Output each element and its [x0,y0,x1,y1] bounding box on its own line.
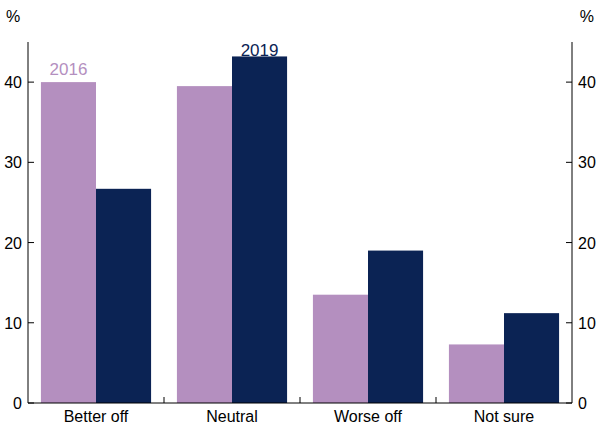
category-separator [164,397,165,403]
tick-mark [28,82,34,83]
bar [504,313,559,403]
category-label: Not sure [474,408,535,425]
tick-label: 30 [578,154,596,171]
bar [313,295,368,403]
category-label: Worse off [334,408,402,425]
category-label: Neutral [206,408,258,425]
tick-label: 10 [4,315,22,332]
tick-label: 30 [4,154,22,171]
tick-mark [566,403,572,404]
category-label: Better off [64,408,129,425]
tick-mark [566,82,572,83]
bar [177,86,232,403]
bar [449,344,504,403]
tick-mark [28,242,34,243]
series-label: 2016 [50,60,88,79]
chart: 2016 2019 0 0 10 10 20 20 30 30 40 40 Better off Neut… [0,0,600,426]
tick-mark [28,162,34,163]
tick-label: 0 [13,395,22,412]
tick-mark [28,403,34,404]
axis-unit: % [580,8,594,25]
y-axis-right [572,42,573,403]
tick-mark [566,322,572,323]
category-separator [300,397,301,403]
tick-label: 0 [578,395,587,412]
chart-container: 2016 2019 0 0 10 10 20 20 30 30 40 40 Better off Neut… [0,0,600,426]
y-axis-left [28,42,29,403]
tick-label: 20 [4,235,22,252]
tick-label: 40 [4,74,22,91]
bar [232,56,287,403]
axis-unit: % [6,8,20,25]
series-label: 2019 [241,41,279,60]
category-separator [436,397,437,403]
tick-mark [28,322,34,323]
bar [96,189,151,403]
tick-mark [566,242,572,243]
tick-label: 40 [578,74,596,91]
bar [41,82,96,403]
tick-label: 10 [578,315,596,332]
tick-label: 20 [578,235,596,252]
bar [368,251,423,403]
tick-mark [566,162,572,163]
bars [41,56,559,403]
